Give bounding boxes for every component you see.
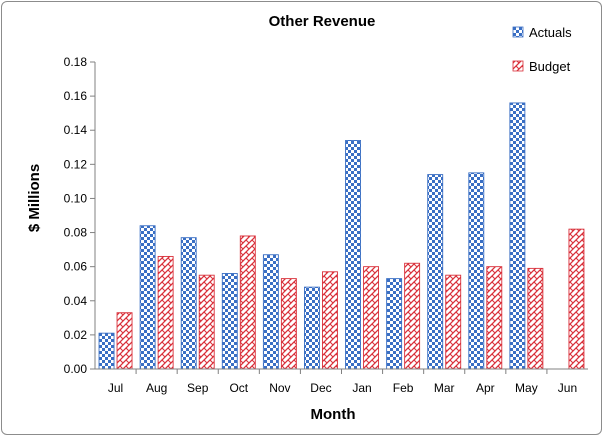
- legend-swatch-budget: [512, 60, 524, 72]
- bar-actuals-oct: [221, 273, 238, 370]
- bar-budget-aug: [157, 255, 174, 370]
- x-axis: Jul Aug Sep Oct Nov Dec Jan Feb Mar Apr May Jun: [95, 368, 588, 395]
- x-axis-title: Month: [311, 406, 356, 423]
- bar-actuals-jan: [345, 140, 361, 370]
- x-tick-label: Feb: [393, 381, 414, 395]
- bar-budget-sep: [198, 274, 215, 370]
- bar-budget-oct: [239, 235, 256, 370]
- bar-actuals-dec: [304, 286, 320, 370]
- x-tick-label: Sep: [187, 381, 209, 395]
- x-tick-label: Dec: [310, 381, 331, 395]
- x-tick-label: Jun: [558, 381, 577, 395]
- y-axis-title: $ Millions: [26, 164, 43, 232]
- y-tick-label: 0.10: [64, 191, 88, 205]
- bar-budget-feb: [404, 262, 421, 370]
- legend: Actuals Budget: [512, 25, 572, 74]
- x-tick-label: May: [515, 381, 538, 395]
- legend-label-actuals: Actuals: [529, 25, 572, 40]
- bar-actuals-feb: [386, 278, 403, 370]
- bar-actuals-sep: [180, 237, 197, 370]
- x-tick-label: Aug: [146, 381, 167, 395]
- bar-budget-dec: [322, 271, 338, 370]
- x-tick-label: Jul: [108, 381, 123, 395]
- bar-actuals-aug: [139, 225, 156, 370]
- chart-title: Other Revenue: [269, 13, 376, 30]
- bar-actuals-may: [509, 102, 526, 370]
- y-tick-label: 0.06: [64, 260, 88, 274]
- bar-budget-jan: [363, 266, 379, 370]
- y-tick-label: 0.00: [64, 362, 88, 376]
- y-tick-label: 0.14: [64, 123, 88, 137]
- x-tick-label: Jan: [352, 381, 371, 395]
- legend-label-budget: Budget: [529, 59, 571, 74]
- bar-budget-mar: [445, 274, 462, 370]
- bar-budget-apr: [486, 266, 503, 370]
- y-tick-label: 0.18: [64, 55, 88, 69]
- bar-budget-nov: [280, 278, 297, 370]
- x-tick-label: Oct: [229, 381, 248, 395]
- y-tick-label: 0.08: [64, 226, 88, 240]
- x-tick-label: Nov: [269, 381, 290, 395]
- bar-budget-may: [527, 267, 544, 370]
- x-tick-label: Apr: [476, 381, 495, 395]
- bar-actuals-jul: [98, 332, 115, 370]
- y-tick-label: 0.16: [64, 89, 88, 103]
- y-tick-label: 0.04: [64, 294, 88, 308]
- y-tick-label: 0.12: [64, 157, 88, 171]
- y-axis: 0.00 0.02 0.04 0.06 0.08 0.10 0.12 0.14 0.16 0.18: [64, 55, 96, 376]
- bar-budget-jul: [116, 312, 133, 370]
- bar-budget-jun: [568, 228, 585, 370]
- legend-swatch-actuals: [512, 26, 524, 38]
- bar-actuals-mar: [427, 174, 444, 370]
- y-tick-label: 0.02: [64, 328, 88, 342]
- bars: [98, 102, 585, 370]
- x-tick-label: Mar: [434, 381, 455, 395]
- bar-actuals-apr: [468, 172, 485, 370]
- bar-actuals-nov: [262, 254, 279, 370]
